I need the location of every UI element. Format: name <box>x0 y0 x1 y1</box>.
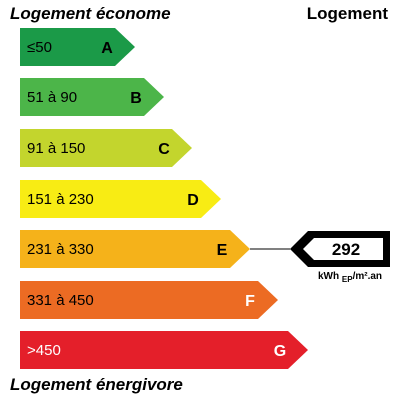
rating-bar-d: 151 à 230 D <box>20 180 221 218</box>
rating-letter: B <box>130 90 142 107</box>
rating-range-label: 151 à 230 <box>27 191 94 208</box>
rating-bar-shape <box>20 230 250 268</box>
rating-letter: F <box>245 293 255 310</box>
energy-intensive-housing-label: Logement énergivore <box>10 375 183 394</box>
rating-range-label: 91 à 150 <box>27 140 85 157</box>
rating-letter: A <box>101 40 113 57</box>
rating-letter: C <box>158 141 170 158</box>
rating-bar-shape <box>20 281 278 319</box>
energy-unit: kWh EP/m².an <box>318 271 382 284</box>
rating-bar-g: >450 G <box>20 331 308 369</box>
rating-bar-a: ≤50 A <box>20 28 135 66</box>
rating-bar-e: 231 à 330 E <box>20 230 250 268</box>
rating-bar-b: 51 à 90 B <box>20 78 164 116</box>
rating-range-label: 51 à 90 <box>27 89 77 106</box>
rating-bar-shape <box>20 180 221 218</box>
economical-housing-label: Logement économe <box>10 4 171 23</box>
rating-bar-shape <box>20 78 164 116</box>
rating-bar-shape <box>20 28 135 66</box>
rating-range-label: 331 à 450 <box>27 292 94 309</box>
indicator-arrow-inner <box>303 238 383 260</box>
rating-bar-c: 91 à 150 C <box>20 129 192 167</box>
rating-range-label: >450 <box>27 342 61 359</box>
rating-range-label: 231 à 330 <box>27 241 94 258</box>
rating-letter: D <box>187 192 199 209</box>
rating-bar-shape <box>20 129 192 167</box>
rating-range-label: ≤50 <box>27 39 52 56</box>
rating-letter: E <box>217 242 228 259</box>
rating-bar-f: 331 à 450 F <box>20 281 278 319</box>
rating-letter: G <box>274 343 286 360</box>
housing-label: Logement <box>306 4 388 23</box>
rating-bar-shape <box>20 331 308 369</box>
energy-value: 292 <box>332 240 360 259</box>
